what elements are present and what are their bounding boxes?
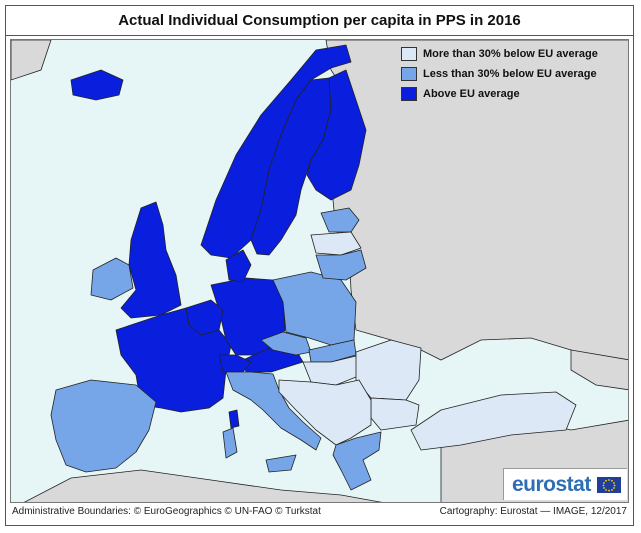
- eurostat-logo: eurostat: [503, 468, 627, 500]
- legend: More than 30% below EU average Less than …: [401, 44, 619, 104]
- country-finland: [306, 69, 367, 201]
- map-title: Actual Individual Consumption per capita…: [6, 6, 633, 36]
- country-switzerland: [218, 354, 252, 373]
- legend-swatch: [401, 67, 417, 81]
- legend-label: Above EU average: [423, 88, 520, 100]
- country-latvia: [310, 231, 362, 256]
- country-sardinia: [222, 427, 238, 459]
- country-turkey: [410, 391, 577, 451]
- country-norway: [200, 44, 352, 259]
- country-sicily: [265, 454, 297, 473]
- country-benelux: [185, 299, 224, 336]
- country-iceland: [70, 69, 124, 101]
- map-area: [10, 39, 629, 503]
- legend-item: More than 30% below EU average: [401, 44, 619, 64]
- north-africa: [23, 469, 383, 502]
- legend-item: Above EU average: [401, 84, 619, 104]
- country-uk: [120, 201, 182, 319]
- country-estonia: [320, 207, 360, 233]
- country-bulgaria: [370, 397, 420, 431]
- footer-boundaries: Administrative Boundaries: © EuroGeograp…: [12, 506, 321, 517]
- legend-label: Less than 30% below EU average: [423, 68, 597, 80]
- caucasus: [570, 349, 628, 391]
- country-ireland: [90, 257, 134, 301]
- non-eu-land: [11, 40, 628, 502]
- legend-item: Less than 30% below EU average: [401, 64, 619, 84]
- country-italy: [225, 371, 322, 451]
- country-denmark: [225, 249, 252, 283]
- greenland-edge: [11, 40, 52, 81]
- country-lithuania: [315, 249, 367, 281]
- legend-label: More than 30% below EU average: [423, 48, 598, 60]
- map-frame: Actual Individual Consumption per capita…: [5, 5, 634, 526]
- legend-swatch: [401, 87, 417, 101]
- country-greece: [332, 431, 382, 491]
- country-spain-portugal: [50, 379, 157, 473]
- country-western-balkans: [278, 379, 372, 446]
- logo-text: eurostat: [512, 472, 591, 496]
- country-corsica: [228, 409, 240, 429]
- legend-swatch: [401, 47, 417, 61]
- eu-countries: [50, 44, 577, 491]
- footer-cartography: Cartography: Eurostat — IMAGE, 12/2017: [439, 506, 627, 517]
- europe-map: [11, 40, 628, 502]
- eu-flag-icon: [596, 476, 621, 493]
